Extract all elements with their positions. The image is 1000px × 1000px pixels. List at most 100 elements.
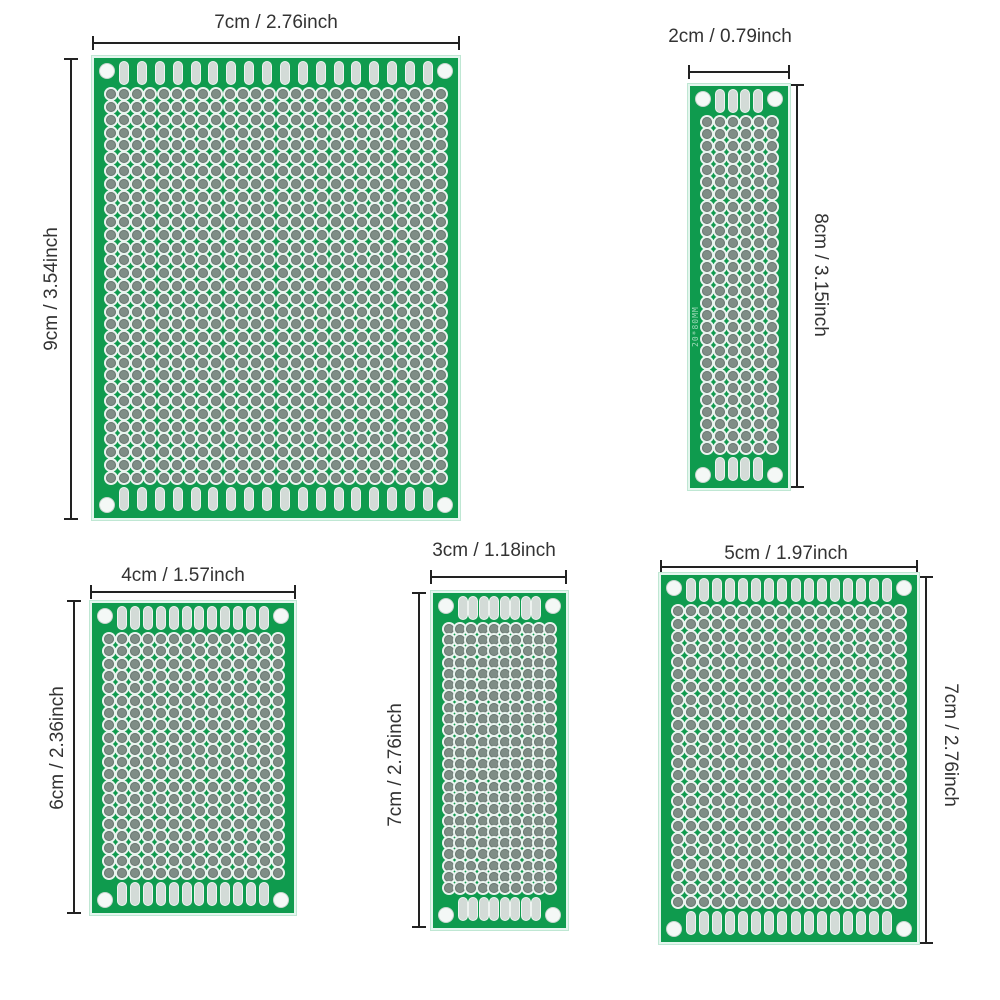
hole-icon (423, 140, 434, 151)
hole-icon (194, 744, 205, 755)
dimension-width-board-5x7 (660, 560, 918, 574)
hole-icon (181, 634, 192, 645)
hole-icon (396, 166, 407, 177)
hole-icon (290, 332, 301, 343)
hole-icon (330, 268, 341, 279)
hole-icon (343, 459, 354, 470)
hole-icon (103, 843, 114, 854)
hole-icon (436, 280, 447, 291)
hole-icon (740, 286, 751, 297)
hole-icon (764, 644, 775, 655)
hole-icon (534, 646, 545, 657)
hole-icon (211, 255, 222, 266)
hole-icon (895, 858, 906, 869)
hole-icon (181, 671, 192, 682)
hole-icon (370, 242, 381, 253)
solder-pad (469, 597, 478, 619)
hole-icon (343, 217, 354, 228)
hole-icon (198, 306, 209, 317)
hole-icon (132, 166, 143, 177)
hole-icon (105, 319, 116, 330)
hole-icon (356, 178, 367, 189)
silkscreen-size-label: 20*80MM (691, 306, 700, 347)
hole-icon (534, 680, 545, 691)
hole-icon (500, 872, 511, 883)
hole-icon (233, 843, 244, 854)
hole-icon (116, 830, 127, 841)
hole-icon (383, 306, 394, 317)
hole-icon (207, 683, 218, 694)
hole-icon (251, 114, 262, 125)
hole-icon (396, 140, 407, 151)
hole-icon (264, 153, 275, 164)
hole-icon (545, 770, 556, 781)
hole-icon (184, 191, 195, 202)
hole-icon (714, 201, 725, 212)
hole-icon (466, 804, 477, 815)
hole-icon (714, 298, 725, 309)
hole-icon (454, 713, 465, 724)
hole-icon (198, 408, 209, 419)
hole-icon (155, 806, 166, 817)
hole-icon (259, 658, 270, 669)
hole-icon (711, 644, 722, 655)
hole-icon (711, 719, 722, 730)
hole-icon (701, 213, 712, 224)
hole-icon (511, 759, 522, 770)
hole-icon (142, 818, 153, 829)
hole-icon (766, 394, 777, 405)
hole-icon (224, 191, 235, 202)
hole-icon (777, 694, 788, 705)
hole-icon (443, 860, 454, 871)
hole-icon (317, 395, 328, 406)
hole-icon (132, 319, 143, 330)
hole-icon (856, 871, 867, 882)
hole-icon (409, 89, 420, 100)
hole-icon (370, 434, 381, 445)
mounting-hole-icon (274, 893, 288, 907)
hole-icon (304, 383, 315, 394)
hole-icon (246, 818, 257, 829)
hole-icon (869, 644, 880, 655)
solder-pad (778, 912, 787, 934)
hole-icon (142, 646, 153, 657)
hole-icon (343, 127, 354, 138)
hole-icon (701, 442, 712, 453)
solder-pad (521, 898, 530, 920)
hole-icon (277, 344, 288, 355)
hole-icon (842, 884, 853, 895)
hole-icon (343, 89, 354, 100)
hole-icon (672, 757, 683, 768)
hole-icon (142, 720, 153, 731)
solder-pad (687, 579, 695, 601)
hole-icon (714, 358, 725, 369)
hole-icon (816, 682, 827, 693)
hole-icon (790, 795, 801, 806)
hole-icon (436, 191, 447, 202)
hole-icon (522, 815, 533, 826)
hole-icon (370, 370, 381, 381)
pcb-board-2x8: 20*80MM (688, 84, 790, 490)
hole-icon (443, 838, 454, 849)
hole-icon (545, 793, 556, 804)
hole-icon (207, 744, 218, 755)
hole-icon (277, 242, 288, 253)
hole-icon (869, 896, 880, 907)
solder-pad (500, 898, 509, 920)
hole-icon (168, 732, 179, 743)
hole-icon (740, 129, 751, 140)
hole-icon (105, 370, 116, 381)
hole-icon (396, 357, 407, 368)
hole-icon (727, 189, 738, 200)
hole-icon (545, 872, 556, 883)
hole-icon (466, 634, 477, 645)
hole-icon (842, 707, 853, 718)
mounting-hole-icon (897, 922, 911, 936)
hole-icon (290, 370, 301, 381)
hole-icon (672, 846, 683, 857)
hole-icon (701, 286, 712, 297)
solder-pad (882, 579, 891, 601)
hole-icon (714, 249, 725, 260)
hole-icon (383, 114, 394, 125)
hole-icon (145, 166, 156, 177)
